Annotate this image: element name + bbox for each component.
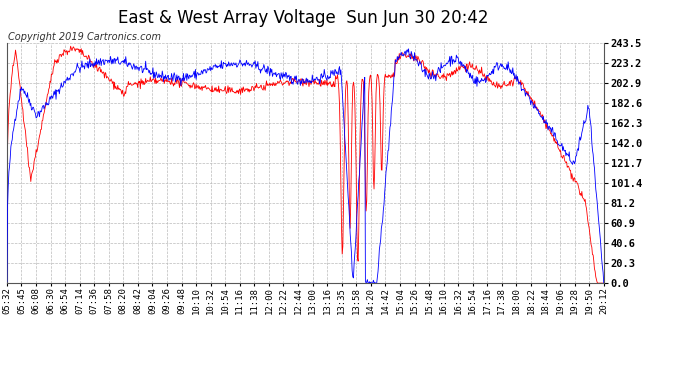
- Text: West Array  (DC Volts): West Array (DC Volts): [473, 30, 611, 39]
- Text: East & West Array Voltage  Sun Jun 30 20:42: East & West Array Voltage Sun Jun 30 20:…: [119, 9, 489, 27]
- Text: East Array  (DC Volts): East Array (DC Volts): [358, 30, 495, 39]
- Text: Copyright 2019 Cartronics.com: Copyright 2019 Cartronics.com: [8, 32, 161, 42]
